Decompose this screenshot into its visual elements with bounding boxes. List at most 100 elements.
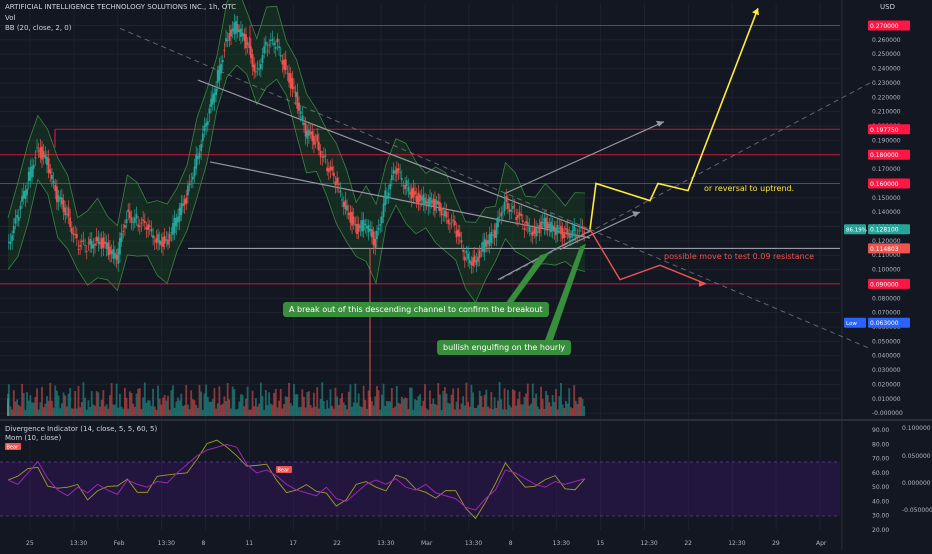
volume-bar bbox=[258, 403, 261, 416]
volume-bar bbox=[412, 409, 415, 416]
candle-body bbox=[570, 235, 572, 238]
candle-body bbox=[447, 219, 450, 224]
candle-body bbox=[478, 250, 481, 258]
candle-body bbox=[538, 225, 541, 233]
volume-bar bbox=[351, 406, 353, 416]
candle-body bbox=[309, 131, 312, 135]
candle-body bbox=[526, 222, 529, 226]
volume-bar bbox=[409, 387, 411, 416]
candle-body bbox=[397, 168, 400, 172]
volume-bar bbox=[480, 396, 483, 416]
candle-body bbox=[453, 220, 456, 226]
volume-bar bbox=[228, 399, 231, 416]
candle-body bbox=[510, 209, 513, 212]
volume-bar bbox=[186, 404, 189, 416]
volume-bar bbox=[133, 406, 136, 416]
volume-bar bbox=[414, 399, 416, 416]
candle-body bbox=[208, 108, 211, 114]
volume-bar bbox=[34, 397, 37, 416]
candle-body bbox=[422, 194, 425, 206]
candle-body bbox=[367, 225, 370, 233]
time-tick-label: 11 bbox=[245, 540, 253, 547]
volume-bar bbox=[215, 408, 217, 416]
candle-body bbox=[563, 234, 566, 238]
candle-body bbox=[472, 257, 474, 266]
candle-body bbox=[128, 211, 131, 219]
volume-bar bbox=[175, 401, 178, 416]
candle-body bbox=[553, 226, 556, 232]
candle-body bbox=[215, 88, 217, 96]
volume-bar bbox=[196, 407, 199, 416]
volume-bar bbox=[293, 384, 295, 416]
candle-body bbox=[516, 215, 519, 219]
candle-body bbox=[114, 252, 116, 259]
volume-bar bbox=[46, 396, 48, 416]
volume-bar bbox=[304, 407, 307, 416]
time-tick-label: 22 bbox=[684, 540, 692, 547]
time-tick-label: 13:30 bbox=[465, 540, 482, 547]
candle-body bbox=[452, 219, 455, 221]
engulfing-annotation: bullish engulfing on the hourly bbox=[437, 340, 572, 355]
volume-bar bbox=[89, 407, 91, 416]
volume-bar bbox=[518, 391, 521, 416]
bear-badge-bg bbox=[5, 443, 21, 450]
volume-bar bbox=[458, 409, 461, 416]
volume-bar bbox=[329, 389, 332, 416]
volume-bar bbox=[9, 406, 12, 416]
volume-bar bbox=[525, 393, 528, 416]
volume-bar bbox=[337, 405, 340, 416]
price-tag-label: 0.160000 bbox=[870, 181, 899, 188]
price-tag-bg bbox=[868, 178, 910, 189]
candle-body bbox=[482, 241, 484, 252]
volume-bar bbox=[213, 388, 216, 416]
candle-body bbox=[576, 235, 579, 237]
candle-body bbox=[351, 211, 353, 226]
bollinger-label: BB (20, close, 2, 0) bbox=[5, 24, 72, 32]
volume-bar bbox=[130, 392, 133, 416]
candle-body bbox=[153, 240, 156, 242]
price-tag-prefix-bg bbox=[844, 317, 866, 328]
volume-bar bbox=[21, 383, 23, 416]
time-tick-label: 13:30 bbox=[377, 540, 394, 547]
volume-bar bbox=[331, 405, 334, 416]
volume-bar bbox=[24, 409, 27, 416]
candle-body bbox=[193, 166, 196, 177]
volume-bar bbox=[74, 391, 77, 416]
candle-body bbox=[546, 221, 549, 229]
candle-body bbox=[41, 146, 43, 160]
candle-body bbox=[417, 192, 420, 205]
candle-body bbox=[230, 29, 232, 37]
volume-bar bbox=[470, 384, 473, 416]
candle-body bbox=[213, 92, 216, 103]
volume-bar bbox=[278, 400, 280, 416]
volume-bar bbox=[379, 409, 382, 416]
candle-body bbox=[326, 167, 329, 172]
candle-body bbox=[47, 158, 50, 173]
candle-body bbox=[503, 202, 506, 212]
volume-bar bbox=[477, 405, 479, 416]
volume-bar bbox=[100, 399, 103, 416]
candle-body bbox=[26, 188, 28, 196]
volume-bar bbox=[155, 409, 158, 416]
volume-bar bbox=[17, 405, 20, 416]
candle-body bbox=[493, 230, 496, 239]
candle-body bbox=[507, 202, 509, 209]
candle-body bbox=[523, 228, 526, 230]
candle-body bbox=[130, 217, 133, 223]
yellow-projection-arrowhead bbox=[752, 8, 759, 16]
candle-body bbox=[95, 236, 98, 242]
volume-bar bbox=[510, 407, 513, 416]
candle-body bbox=[145, 226, 148, 230]
volume-bar bbox=[92, 404, 95, 416]
volume-bar bbox=[404, 397, 407, 416]
projection-arrowhead-lower bbox=[632, 211, 640, 218]
volume-bar bbox=[138, 388, 141, 416]
candle-body bbox=[11, 235, 14, 242]
volume-bar bbox=[468, 406, 471, 416]
candle-body bbox=[60, 197, 63, 205]
volume-bar bbox=[167, 395, 169, 416]
candle-body bbox=[440, 208, 443, 216]
candle-body bbox=[185, 197, 188, 204]
price-tag-bg bbox=[868, 224, 910, 235]
volume-bar bbox=[201, 409, 204, 416]
